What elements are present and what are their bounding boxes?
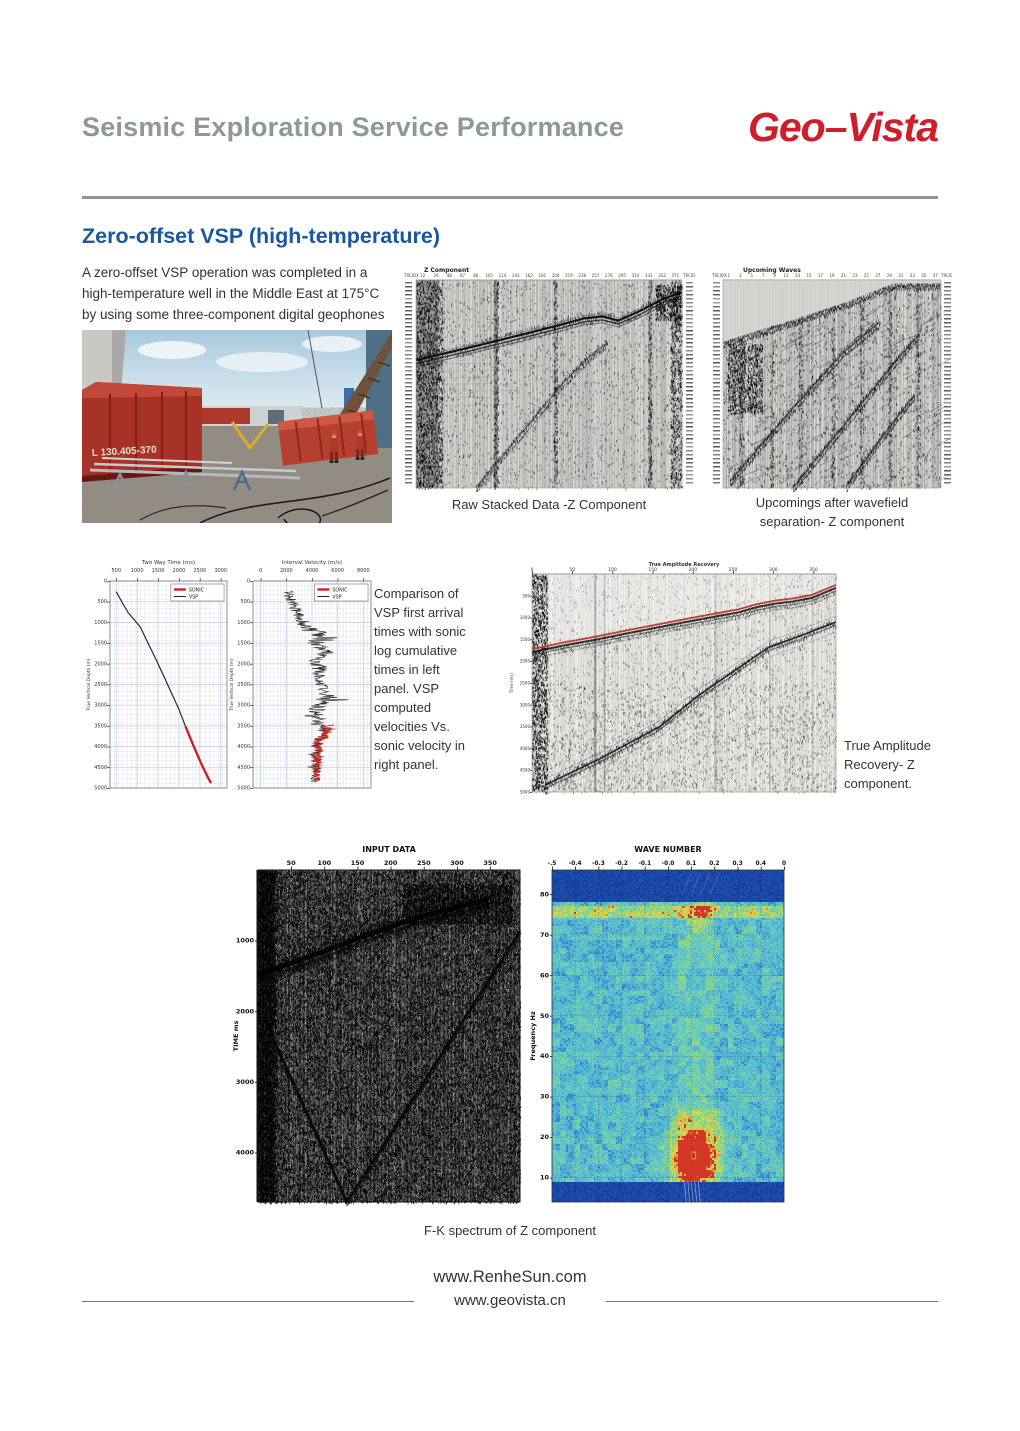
caption-tar: True Amplitude Recovery- Z component. xyxy=(844,738,931,791)
photo-cables xyxy=(139,477,391,523)
footer-url-geovista[interactable]: www.geovista.cn xyxy=(454,1292,566,1309)
intro-paragraph: A zero-offset VSP operation was complete… xyxy=(82,265,385,322)
two-way-time-chart xyxy=(85,557,232,798)
fk-spectrum-panel xyxy=(528,840,790,1212)
photo-workers xyxy=(329,429,365,463)
footer-divider-left xyxy=(82,1301,414,1302)
photo-cloud xyxy=(216,352,308,372)
caption-fk: F-K spectrum of Z component xyxy=(424,1223,596,1238)
photo-back-cabins xyxy=(198,406,302,426)
footer-url-renhesun[interactable]: www.RenheSun.com xyxy=(433,1268,587,1286)
footer-divider-right xyxy=(606,1301,938,1302)
upcoming-waves-seismic-panel xyxy=(712,266,952,492)
interval-velocity-chart xyxy=(228,557,376,798)
site-photo: L 130.405-370 xyxy=(82,330,392,523)
photo-tilted-skip xyxy=(277,410,379,466)
photo-cloud xyxy=(302,336,362,352)
comparison-note: Comparison of VSP first arrival times wi… xyxy=(374,586,466,772)
section-title: Zero-offset VSP (high-temperature) xyxy=(82,224,440,248)
photo-cloud xyxy=(138,341,206,359)
caption-raw-stacked: Raw Stacked Data -Z Component xyxy=(451,497,647,512)
brand-logo: Geo–Vista xyxy=(747,104,939,150)
caption-upcomings: Upcomings after wavefield separation- Z … xyxy=(755,495,909,529)
true-amplitude-recovery-panel xyxy=(508,560,840,798)
photo-yellow-sling xyxy=(230,421,270,451)
raw-stacked-seismic-panel xyxy=(403,266,695,492)
photo-equipment-label: L 130.405-370 xyxy=(92,445,158,459)
input-data-panel xyxy=(230,840,526,1212)
page-header-title: Seismic Exploration Service Performance xyxy=(82,112,625,142)
photo-red-tank: L 130.405-370 xyxy=(82,382,202,482)
photo-pipes-trestles xyxy=(89,457,301,497)
header-divider xyxy=(82,196,938,199)
